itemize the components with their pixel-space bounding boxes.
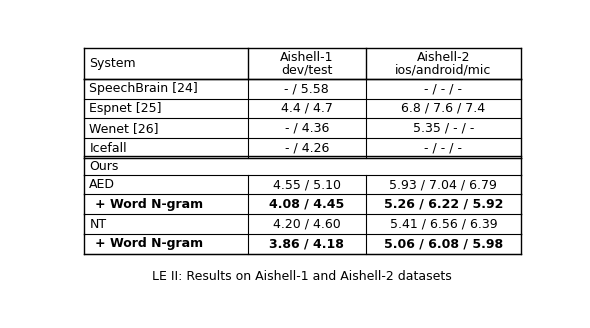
- Text: 5.93 / 7.04 / 6.79: 5.93 / 7.04 / 6.79: [389, 178, 497, 191]
- Text: Wenet [26]: Wenet [26]: [89, 122, 159, 135]
- Text: - / 4.26: - / 4.26: [284, 141, 329, 154]
- Text: 4.20 / 4.60: 4.20 / 4.60: [273, 217, 340, 231]
- Text: Icefall: Icefall: [89, 141, 127, 154]
- Text: Aishell-1: Aishell-1: [280, 51, 333, 64]
- Text: 6.8 / 7.6 / 7.4: 6.8 / 7.6 / 7.4: [401, 102, 486, 115]
- Text: - / 5.58: - / 5.58: [284, 82, 329, 95]
- Text: SpeechBrain [24]: SpeechBrain [24]: [89, 82, 198, 95]
- Text: 5.06 / 6.08 / 5.98: 5.06 / 6.08 / 5.98: [384, 237, 503, 250]
- Text: + Word N-gram: + Word N-gram: [95, 198, 204, 211]
- Text: + Word N-gram: + Word N-gram: [95, 237, 204, 250]
- Text: System: System: [89, 57, 136, 70]
- Text: - / 4.36: - / 4.36: [284, 122, 329, 135]
- Text: 4.4 / 4.7: 4.4 / 4.7: [281, 102, 333, 115]
- Text: 3.86 / 4.18: 3.86 / 4.18: [269, 237, 344, 250]
- Text: 5.26 / 6.22 / 5.92: 5.26 / 6.22 / 5.92: [384, 198, 503, 211]
- Text: NT: NT: [89, 217, 106, 231]
- Text: ios/android/mic: ios/android/mic: [395, 63, 491, 76]
- Text: 4.08 / 4.45: 4.08 / 4.45: [269, 198, 345, 211]
- Text: LE II: Results on Aishell-1 and Aishell-2 datasets: LE II: Results on Aishell-1 and Aishell-…: [152, 270, 453, 283]
- Text: 4.55 / 5.10: 4.55 / 5.10: [273, 178, 341, 191]
- Text: dev/test: dev/test: [281, 63, 332, 76]
- Text: AED: AED: [89, 178, 115, 191]
- Text: 5.35 / - / -: 5.35 / - / -: [412, 122, 474, 135]
- Text: 5.41 / 6.56 / 6.39: 5.41 / 6.56 / 6.39: [389, 217, 497, 231]
- Text: Espnet [25]: Espnet [25]: [89, 102, 162, 115]
- Text: - / - / -: - / - / -: [424, 141, 463, 154]
- Text: - / - / -: - / - / -: [424, 82, 463, 95]
- Text: Aishell-2: Aishell-2: [417, 51, 470, 64]
- Text: Ours: Ours: [89, 160, 119, 173]
